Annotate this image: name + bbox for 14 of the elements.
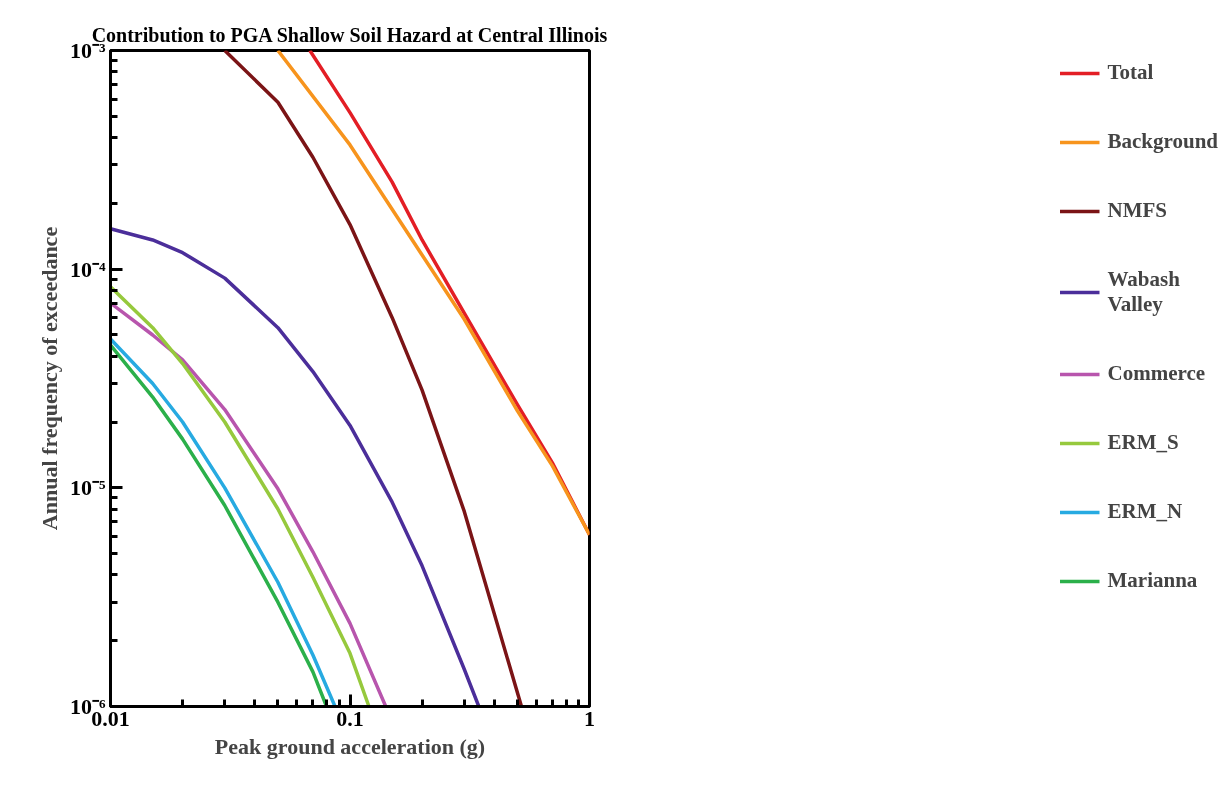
legend-label: Total: [1107, 60, 1154, 85]
y-tick-label: 10⁻⁴: [69, 256, 106, 282]
legend-label: NMFS: [1107, 198, 1167, 223]
legend-label: ERM_N: [1107, 499, 1183, 524]
legend-label: Marianna: [1107, 568, 1198, 593]
x-axis-title: Peak ground acceleration (g): [214, 733, 486, 759]
legend-label: Background: [1107, 129, 1218, 154]
x-tick-label: 1: [584, 705, 595, 731]
y-axis-title: Annual frequency of exceedance: [36, 226, 62, 531]
legend-label: Commerce: [1107, 361, 1206, 386]
x-tick-label: 0.1: [336, 705, 364, 731]
legend-label: ERM_S: [1107, 430, 1179, 455]
y-tick-label: 10⁻⁵: [69, 475, 106, 501]
legend-label: Wabash Valley: [1107, 267, 1180, 317]
